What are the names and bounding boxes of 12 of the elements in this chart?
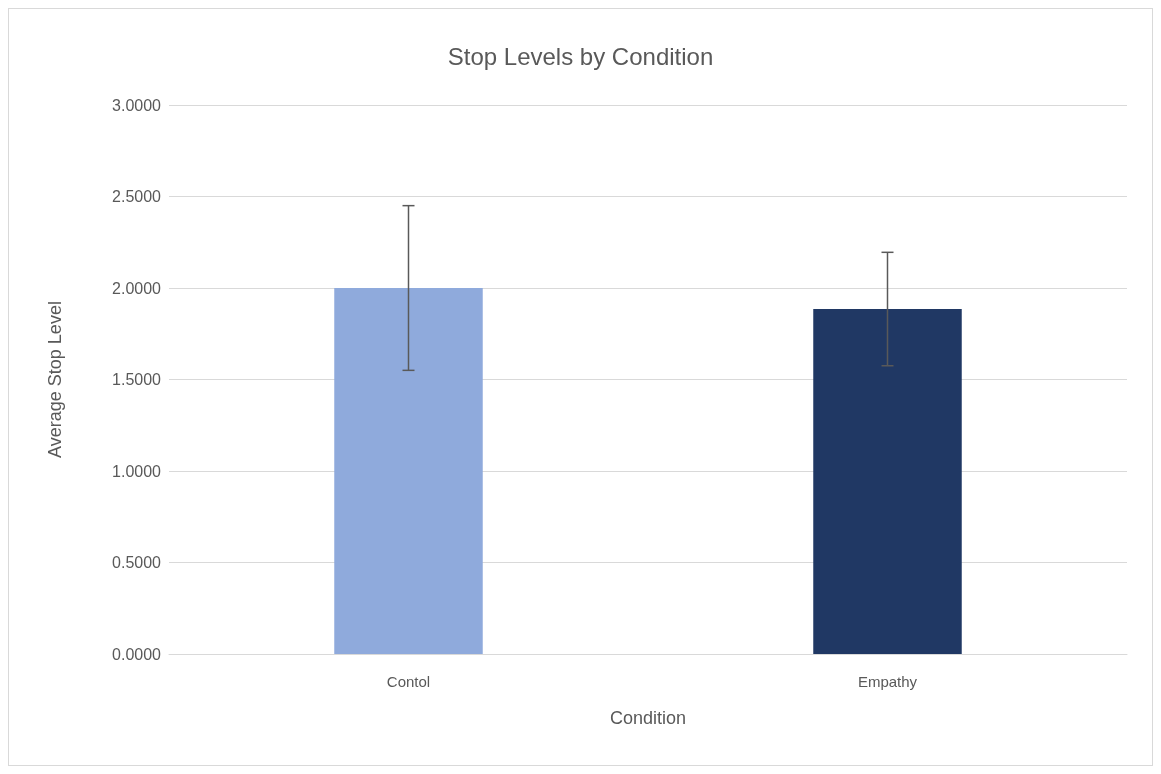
y-axis-title: Average Stop Level (45, 301, 65, 458)
chart-title: Stop Levels by Condition (447, 42, 714, 70)
x-tick-label: Empathy (857, 673, 918, 690)
y-tick-label: 3.0000 (112, 96, 162, 114)
y-tick-label: 1.5000 (112, 371, 162, 388)
y-tick-label: 1.0000 (112, 462, 162, 480)
y-tick-label: 0.0000 (112, 645, 162, 663)
x-tick-label: Contol (386, 673, 431, 690)
x-axis-title: Condition (609, 708, 687, 728)
y-tick-label: 2.0000 (112, 279, 162, 297)
y-tick-label: 0.5000 (112, 554, 162, 571)
y-tick-label: 2.5000 (112, 188, 162, 205)
